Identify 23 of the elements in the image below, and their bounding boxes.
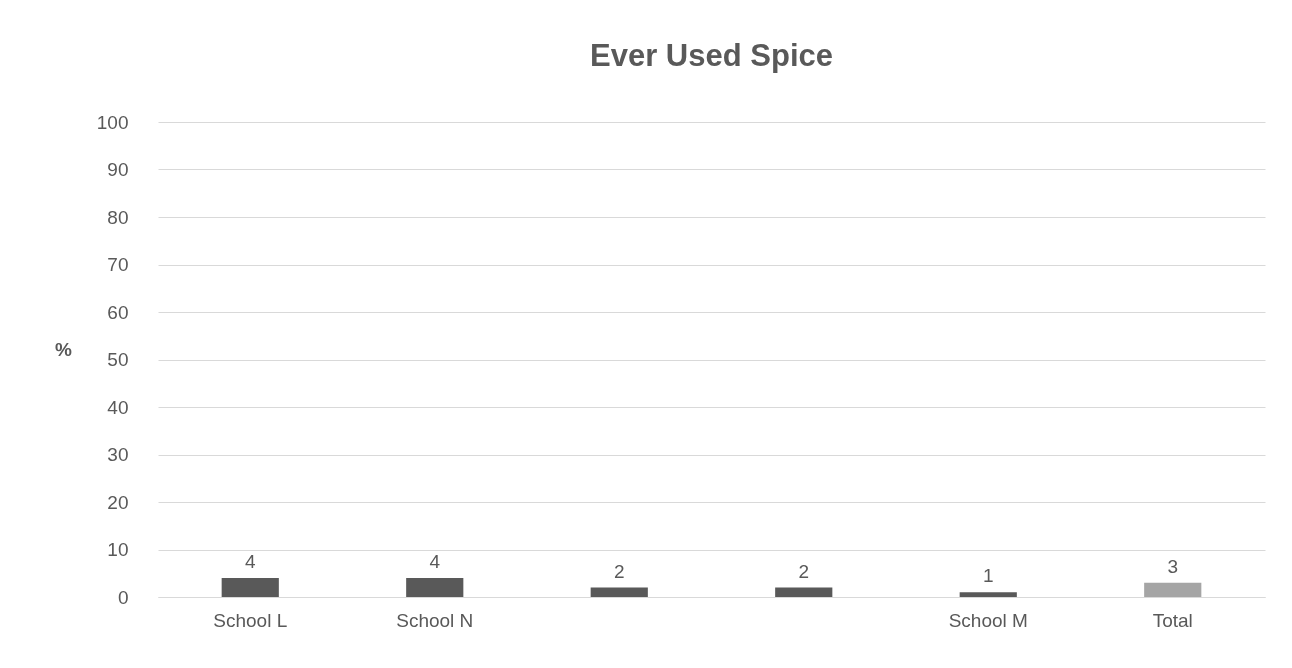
y-tick-label: 90 bbox=[107, 159, 129, 180]
y-tick-label: 100 bbox=[96, 111, 129, 133]
data-label: 2 bbox=[613, 560, 625, 582]
data-label: 1 bbox=[982, 565, 994, 587]
y-tick-label: 0 bbox=[117, 586, 129, 608]
y-tick-label: 70 bbox=[107, 254, 129, 275]
y-tick-label: 40 bbox=[107, 396, 129, 418]
data-label: 4 bbox=[244, 551, 256, 572]
y-tick-label: 10 bbox=[107, 539, 129, 560]
x-tick-label: School M bbox=[948, 609, 1028, 631]
y-tick-label: 20 bbox=[107, 491, 129, 513]
data-label: 2 bbox=[798, 560, 810, 582]
y-tick-label: 60 bbox=[107, 301, 129, 323]
y-tick-label: 30 bbox=[107, 444, 129, 465]
y-tick-label: 50 bbox=[107, 349, 129, 370]
y-tick-label: 80 bbox=[107, 206, 129, 228]
data-label: 3 bbox=[1167, 555, 1179, 577]
chart-title: Ever Used Spice bbox=[590, 38, 833, 73]
x-tick-label: Total bbox=[1152, 609, 1193, 631]
data-label: 4 bbox=[429, 551, 441, 572]
y-axis-title: % bbox=[55, 338, 73, 360]
x-tick-label: School L bbox=[213, 609, 288, 631]
x-tick-label: School N bbox=[396, 609, 474, 631]
